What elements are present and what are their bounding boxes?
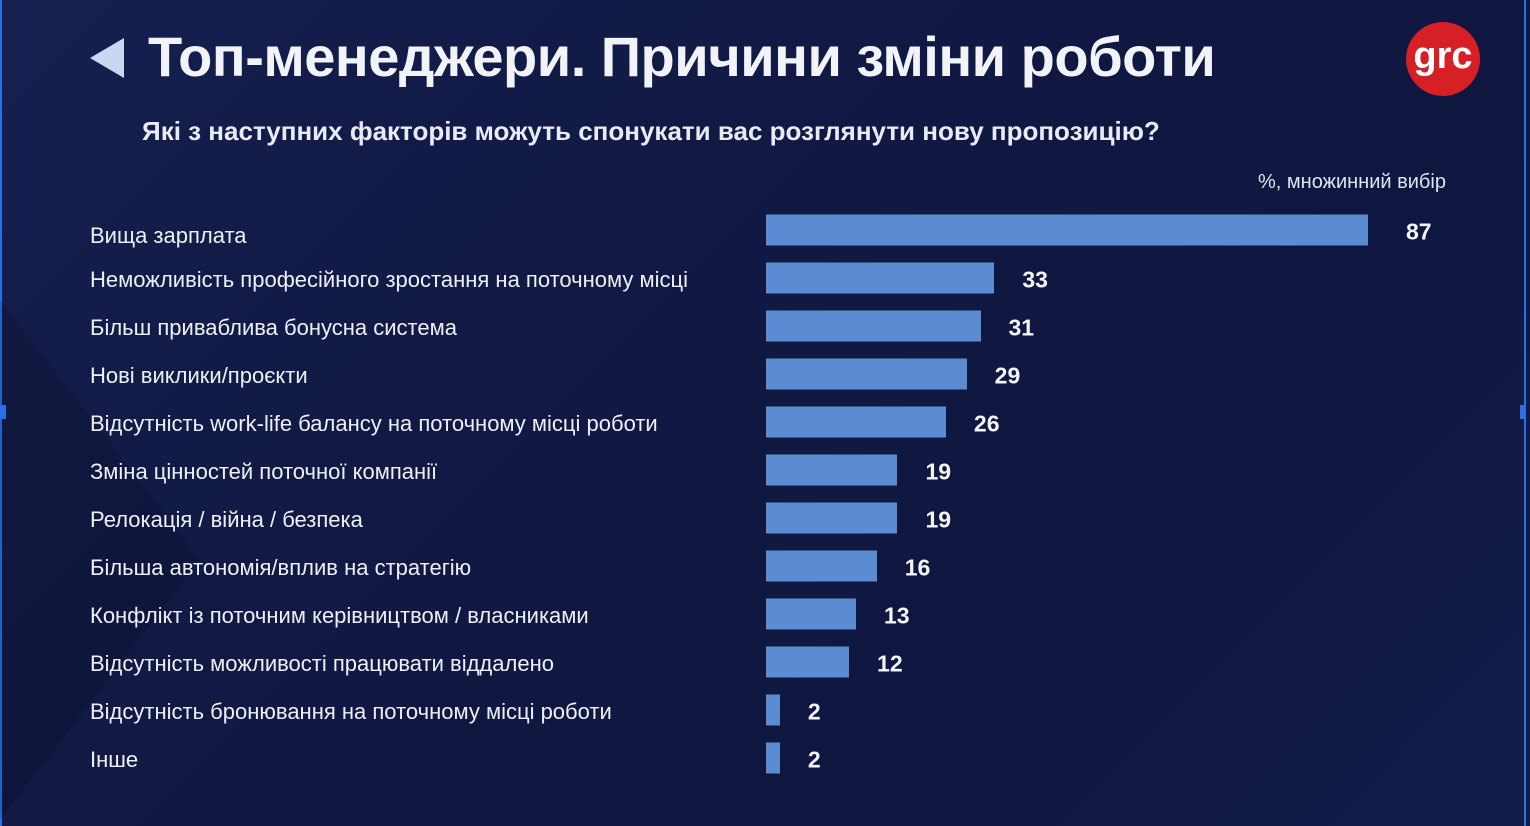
category-label: Нові виклики/проєкти: [90, 363, 308, 388]
bar: [766, 502, 898, 534]
data-label: 12: [877, 650, 903, 677]
logo-text: grc: [1413, 34, 1473, 77]
grc-logo: grc: [1406, 22, 1480, 96]
data-label: 16: [904, 554, 931, 581]
background-decoration: [0, 300, 200, 820]
back-arrow-icon[interactable]: [90, 38, 124, 78]
bar: [766, 214, 1368, 246]
data-label: 2: [807, 698, 821, 725]
category-label: Вища зарплата: [90, 223, 247, 248]
bar: [766, 646, 850, 678]
category-label: Конфлікт із поточним керівництвом / влас…: [90, 603, 589, 628]
data-label: 19: [925, 458, 952, 485]
bar: [766, 358, 967, 390]
bar: [766, 310, 981, 342]
data-label: 87: [1406, 218, 1432, 245]
chart-question: Які з наступних факторів можуть спонукат…: [142, 116, 1160, 146]
data-label: 2: [807, 746, 821, 773]
category-label: Відсутність можливості працювати віддале…: [90, 651, 554, 676]
data-label: 19: [925, 506, 952, 533]
category-label: Більша автономія/вплив на стратегію: [90, 555, 472, 580]
bar: [766, 742, 780, 774]
category-label: Інше: [90, 747, 139, 772]
data-label: 33: [1022, 266, 1048, 293]
bar: [766, 262, 995, 294]
bar: [766, 694, 780, 726]
category-label: Зміна цінностей поточної компанії: [90, 459, 438, 484]
category-label: Відсутність бронювання на поточному місц…: [90, 699, 612, 724]
right-resize-handle[interactable]: [1520, 405, 1526, 419]
page-title: Топ-менеджери. Причини зміни роботи: [148, 25, 1216, 88]
bar: [766, 550, 877, 582]
bar: [766, 598, 856, 630]
data-label: 29: [994, 362, 1021, 389]
category-label: Відсутність work-life балансу на поточно…: [90, 411, 658, 436]
data-label: 13: [883, 602, 910, 629]
data-label: 26: [973, 410, 1000, 437]
data-label: 31: [1008, 314, 1035, 341]
bar: [766, 406, 946, 438]
category-label: Більш приваблива бонусна система: [90, 315, 457, 340]
category-label: Релокація / війна / безпека: [90, 507, 363, 532]
bar: [766, 454, 898, 486]
left-resize-handle[interactable]: [0, 405, 6, 419]
chart-note: %, множинний вибір: [1258, 171, 1446, 193]
category-label: Неможливість професійного зростання на п…: [90, 267, 688, 292]
